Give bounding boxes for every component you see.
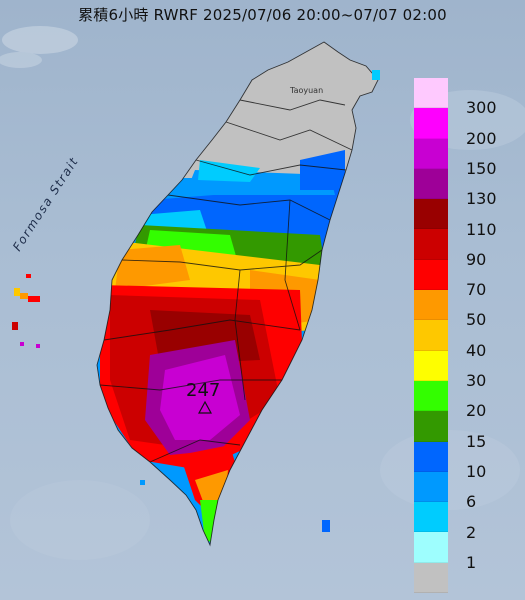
legend-swatch bbox=[414, 199, 448, 230]
legend-label: 90 bbox=[466, 249, 487, 269]
legend-label: 15 bbox=[466, 431, 487, 451]
map-title: 累積6小時 RWRF 2025/07/06 20:00~07/07 02:00 bbox=[78, 6, 447, 24]
offshore-echoes bbox=[12, 70, 380, 532]
legend-swatch bbox=[414, 411, 448, 442]
rainfall-layer bbox=[97, 42, 378, 545]
legend-swatch bbox=[414, 320, 448, 351]
legend-label: 50 bbox=[466, 310, 487, 330]
legend-label: 30 bbox=[466, 371, 487, 390]
legend-swatch bbox=[414, 532, 448, 563]
max-marker-icon bbox=[197, 400, 213, 414]
legend-label: 10 bbox=[466, 461, 487, 481]
legend-swatch bbox=[414, 108, 448, 139]
legend-label: 20 bbox=[466, 401, 487, 421]
legend-swatch bbox=[414, 562, 448, 594]
legend-label: 2 bbox=[466, 522, 477, 542]
legend-swatch bbox=[414, 441, 448, 472]
legend-label: 40 bbox=[466, 340, 487, 360]
max-value-label: 247 bbox=[186, 380, 221, 401]
legend-label: 70 bbox=[466, 280, 487, 300]
legend-swatch bbox=[414, 78, 448, 109]
legend-swatch bbox=[414, 502, 448, 533]
legend-swatch bbox=[414, 138, 448, 169]
taiwan-island bbox=[96, 41, 379, 547]
legend-swatch bbox=[414, 471, 448, 503]
legend-label: 110 bbox=[466, 219, 497, 239]
legend-swatch bbox=[414, 290, 448, 321]
legend-label: 200 bbox=[466, 128, 497, 148]
legend-swatch bbox=[414, 168, 448, 200]
county-boundaries bbox=[96, 41, 379, 547]
legend-label: 1 bbox=[466, 552, 477, 572]
color-legend bbox=[414, 78, 448, 594]
legend-swatch bbox=[414, 350, 448, 381]
city-label: Taoyuan bbox=[290, 86, 324, 95]
legend-label: 150 bbox=[466, 158, 497, 178]
legend-swatch bbox=[414, 380, 448, 412]
legend-swatch bbox=[414, 259, 448, 291]
legend-swatch bbox=[414, 229, 448, 260]
legend-label: 130 bbox=[466, 189, 497, 209]
legend-label: 6 bbox=[466, 492, 477, 512]
legend-label: 300 bbox=[466, 98, 497, 118]
